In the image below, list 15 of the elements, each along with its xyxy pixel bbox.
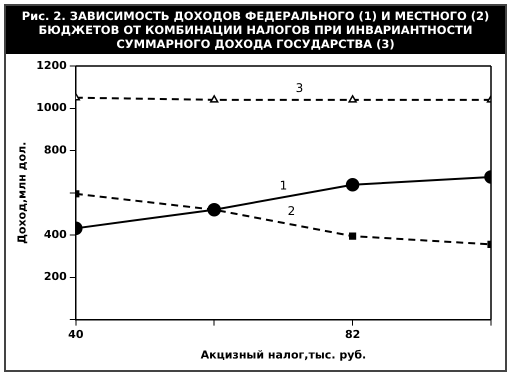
x-tick-label: 40 [68, 328, 84, 342]
point [210, 95, 218, 103]
y-tick-label: 400 [44, 228, 68, 241]
y-tick-label: 1000 [36, 101, 68, 114]
series-label: 3 [296, 80, 304, 95]
y-axis-title: Доход,млн дол. [15, 142, 28, 244]
y-tick-label: 1200 [36, 58, 68, 72]
series-label: 1 [280, 178, 288, 192]
y-tick-label: 800 [44, 143, 68, 156]
chart-title: Рис. 2. ЗАВИСИМОСТЬ ДОХОДОВ ФЕДЕРАЛЬНОГО (1) И МЕСТНОГО (2) БЮДЖЕТОВ ОТ КОМБИНАЦИИ НАЛОГОВ ПРИ ИНВАРИАНТНОСТИ СУММАРНОГО ДОХОДА ГОСУДАРСТВА (3) [6, 6, 505, 54]
y-tick-label: 200 [44, 270, 68, 284]
point [348, 95, 357, 103]
series-label: 2 [288, 204, 296, 218]
x-axis-title: Акцизный налог,тыс. руб. [200, 348, 366, 362]
x-tick-label: 82 [344, 328, 360, 342]
